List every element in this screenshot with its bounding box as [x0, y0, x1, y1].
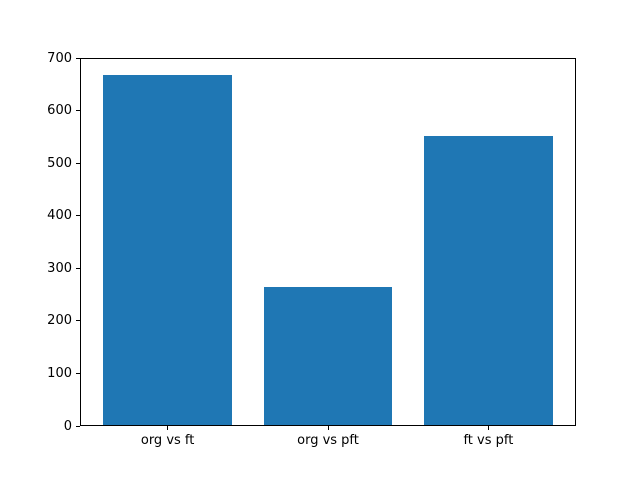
y-tick-mark	[76, 372, 80, 374]
y-tick-mark	[76, 425, 80, 427]
x-tick-mark	[487, 426, 489, 430]
y-tick-label: 300	[47, 260, 72, 276]
bar	[103, 74, 232, 425]
y-tick-label: 600	[47, 103, 72, 119]
y-tick-mark	[76, 267, 80, 269]
y-tick-label: 200	[47, 313, 72, 329]
y-tick-label: 100	[47, 365, 72, 381]
y-tick-label: 700	[47, 50, 72, 66]
x-tick-mark	[167, 426, 169, 430]
y-tick-mark	[76, 320, 80, 322]
y-tick-label: 0	[63, 418, 72, 434]
y-tick-mark	[76, 215, 80, 217]
x-tick-mark	[327, 426, 329, 430]
y-tick-mark	[76, 162, 80, 164]
bar	[263, 286, 393, 425]
x-tick-label: org vs ft	[140, 433, 195, 448]
y-tick-mark	[76, 110, 80, 112]
x-tick-label: ft vs pft	[463, 433, 514, 448]
y-tick-label: 400	[47, 208, 72, 224]
x-tick-label: org vs pft	[297, 433, 359, 448]
plot-area	[80, 58, 576, 426]
y-tick-mark	[76, 57, 80, 59]
bar	[424, 136, 553, 425]
y-tick-label: 500	[47, 155, 72, 171]
